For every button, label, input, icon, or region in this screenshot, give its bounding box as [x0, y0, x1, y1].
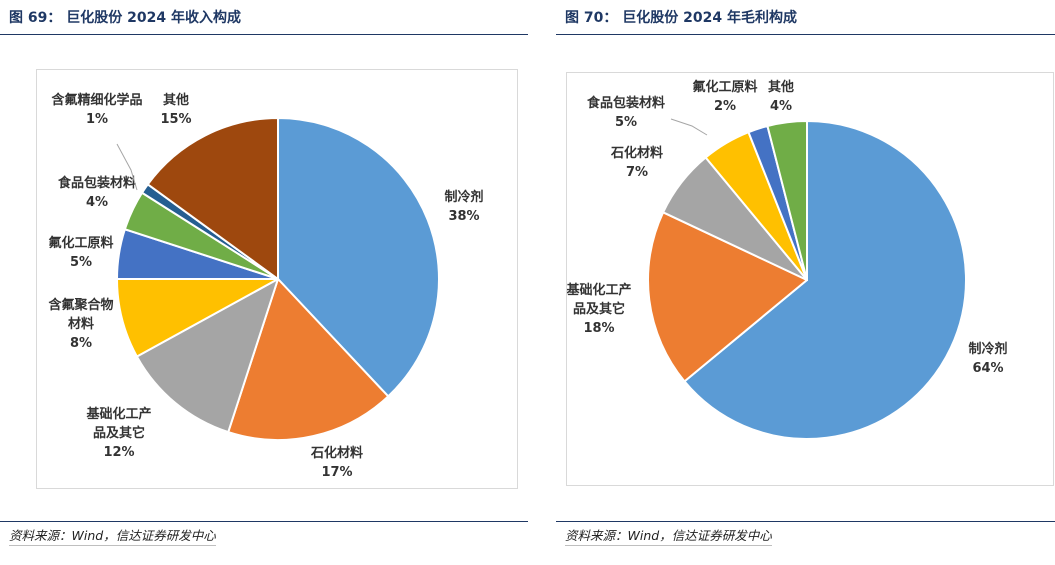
right-pie-chart: 制冷剂 64% 基础化工产品及其它 18% 石化材料 7% 食品包装材料 5% 氟化工原料 2% 其…: [567, 79, 1008, 440]
right-pie-slice-1: [646, 211, 808, 383]
left-chart-frame: 制冷剂 38% 石化材料 17% 基础化工产品及其它 12% 含氟聚合物材料 8% 氟化工原料 5…: [36, 69, 518, 489]
left-pie-value-label-7: 15%: [160, 112, 191, 127]
right-figure: 图 70： 巨化股份 2024 年毛利构成 制冷剂 64% 基础化工产品及其它 18%…: [556, 0, 1055, 565]
left-pie-category-label-7: 其他: [163, 92, 189, 108]
right-pie-category-label-2: 石化材料: [610, 145, 663, 161]
left-pie-value-label-3: 8%: [70, 336, 92, 351]
left-pie-label-0: 制冷剂 38%: [444, 189, 483, 224]
left-pie-value-label-6: 1%: [86, 112, 108, 127]
left-figure: 图 69： 巨化股份 2024 年收入构成 制冷剂 38% 石化材料 17% 基础化工产…: [0, 10, 528, 546]
left-pie-value-label-4: 5%: [70, 255, 92, 270]
right-pie-labels: 制冷剂 64% 基础化工产品及其它 18% 石化材料 7% 食品包装材料 5% 氟化工原料 2% 其…: [567, 79, 1008, 376]
left-pie-chart: 制冷剂 38% 石化材料 17% 基础化工产品及其它 12% 含氟聚合物材料 8% 氟化工原料 5…: [47, 92, 483, 480]
right-pie-slice-5: [766, 120, 808, 281]
right-pie-category-label-3: 食品包装材料: [587, 95, 665, 111]
left-pie-value-label-0: 38%: [448, 209, 479, 224]
left-pie-leader-line-6: [116, 143, 138, 191]
right-pie-value-label-5: 4%: [770, 99, 792, 114]
left-pie-slice-1: [227, 278, 390, 441]
left-source-rule: [0, 521, 528, 522]
left-pie-category-label-5: 食品包装材料: [58, 175, 136, 191]
left-pie-value-label-2: 12%: [103, 445, 134, 460]
right-pie-slices: [646, 120, 967, 440]
left-pie-label-7: 其他 15%: [160, 92, 191, 127]
right-pie-value-label-4: 2%: [714, 99, 736, 114]
right-pie-label-0: 制冷剂 64%: [968, 341, 1007, 376]
left-pie-category-label-3: 材料: [68, 316, 94, 332]
left-pie-category-label-3: 含氟聚合物: [47, 297, 113, 313]
right-pie-category-label-5: 其他: [768, 79, 794, 95]
left-pie-value-label-1: 17%: [321, 465, 352, 480]
right-pie-value-label-1: 18%: [583, 321, 614, 336]
right-pie-value-label-0: 64%: [972, 361, 1003, 376]
right-pie-value-label-2: 7%: [626, 165, 648, 180]
right-source-note: 资料来源：Wind，信达证券研发中心: [565, 525, 772, 546]
left-source-note: 资料来源：Wind，信达证券研发中心: [9, 525, 216, 546]
left-pie-slice-2: [135, 278, 279, 434]
left-figure-title: 图 69： 巨化股份 2024 年收入构成: [9, 10, 241, 26]
left-pie-label-4: 氟化工原料 5%: [48, 235, 113, 270]
left-pie-label-1: 石化材料 17%: [310, 445, 363, 480]
right-pie-slice-0: [683, 120, 967, 440]
right-pie-leader-line-3: [670, 118, 708, 136]
left-pie-slice-7: [146, 117, 279, 280]
right-pie-label-2: 石化材料 7%: [610, 145, 663, 180]
left-pie-category-label-4: 氟化工原料: [48, 235, 113, 251]
right-pie-label-4: 氟化工原料 2%: [692, 79, 757, 114]
right-figure-title: 图 70： 巨化股份 2024 年毛利构成: [565, 10, 797, 26]
left-pie-labels: 制冷剂 38% 石化材料 17% 基础化工产品及其它 12% 含氟聚合物材料 8% 氟化工原料 5…: [47, 92, 483, 480]
left-pie-category-label-6: 含氟精细化学品: [50, 92, 142, 108]
right-pie-value-label-3: 5%: [615, 115, 637, 130]
left-pie-category-label-0: 制冷剂: [444, 189, 483, 205]
right-pie-category-label-0: 制冷剂: [968, 341, 1007, 357]
right-pie-category-label-4: 氟化工原料: [692, 79, 757, 95]
right-pie-label-5: 其他 4%: [768, 79, 794, 114]
right-pie-category-label-1: 品及其它: [573, 301, 625, 317]
left-pie-label-2: 基础化工产品及其它 12%: [85, 406, 151, 460]
right-chart-frame: 制冷剂 64% 基础化工产品及其它 18% 石化材料 7% 食品包装材料 5% 氟化工原料 2% 其…: [566, 72, 1054, 486]
right-source-rule: [556, 521, 1055, 522]
left-pie-category-label-2: 品及其它: [93, 425, 145, 441]
left-pie-value-label-5: 4%: [86, 195, 108, 210]
right-pie-label-1: 基础化工产品及其它 18%: [567, 282, 632, 336]
right-pie-label-3: 食品包装材料 5%: [587, 95, 665, 130]
left-title-rule: [0, 34, 528, 35]
left-pie-label-6: 含氟精细化学品 1%: [50, 92, 142, 127]
left-pie-slice-0: [277, 117, 440, 398]
left-pie-label-5: 食品包装材料 4%: [58, 175, 136, 210]
right-title-rule: [556, 34, 1055, 35]
left-pie-category-label-1: 石化材料: [310, 445, 363, 461]
left-pie-category-label-2: 基础化工产: [85, 406, 151, 422]
left-pie-label-3: 含氟聚合物材料 8%: [47, 297, 113, 351]
left-pie-slices: [116, 117, 440, 441]
right-pie-category-label-1: 基础化工产: [567, 282, 632, 298]
